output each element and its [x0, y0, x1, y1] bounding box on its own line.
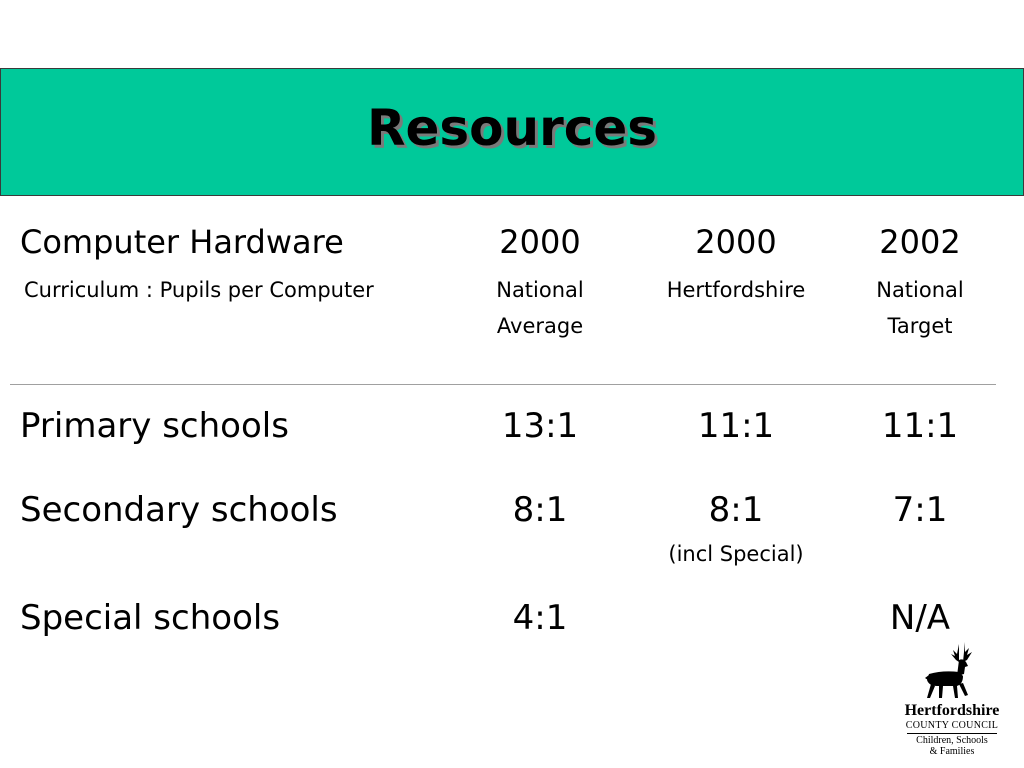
row-label-primary: Primary schools — [20, 406, 289, 446]
col1-line1: National — [496, 278, 584, 302]
col3-line2: Target — [887, 314, 953, 338]
col1-year: 2000 — [499, 223, 581, 261]
row-primary-value-1: 13:1 — [501, 406, 579, 446]
row-secondary-note: (incl Special) — [668, 542, 804, 566]
logo-line-3: Children, Schools — [916, 735, 988, 746]
col3-year: 2002 — [879, 223, 961, 261]
row-special-value-1: 4:1 — [512, 598, 568, 638]
row-label-secondary: Secondary schools — [20, 490, 338, 530]
logo-line-4: & Families — [929, 746, 975, 757]
row-secondary-value-1: 8:1 — [512, 490, 568, 530]
logo-divider — [907, 733, 997, 734]
row-secondary-value-2: 8:1 — [708, 490, 764, 530]
row-primary-value-3: 11:1 — [881, 406, 959, 446]
logo-line-2: COUNTY COUNCIL — [905, 720, 999, 731]
row-secondary-value-3: 7:1 — [892, 490, 948, 530]
col2-line1: Hertfordshire — [666, 278, 806, 302]
logo-line-1: Hertfordshire — [904, 702, 1000, 719]
slide-title: Resources — [366, 99, 658, 157]
col3-line1: National — [876, 278, 964, 302]
title-band: Resources — [0, 68, 1024, 196]
hertfordshire-logo: Hertfordshire COUNTY COUNCIL Children, S… — [893, 640, 1011, 758]
row-special-value-3: N/A — [889, 598, 951, 638]
row-label-special: Special schools — [20, 598, 281, 638]
row-primary-value-2: 11:1 — [697, 406, 775, 446]
header-label: Computer Hardware — [20, 223, 344, 261]
stag-icon — [925, 642, 972, 698]
header-sublabel: Curriculum : Pupils per Computer — [24, 278, 374, 302]
col2-year: 2000 — [695, 223, 777, 261]
header-divider — [10, 384, 996, 385]
col1-line2: Average — [496, 314, 584, 338]
